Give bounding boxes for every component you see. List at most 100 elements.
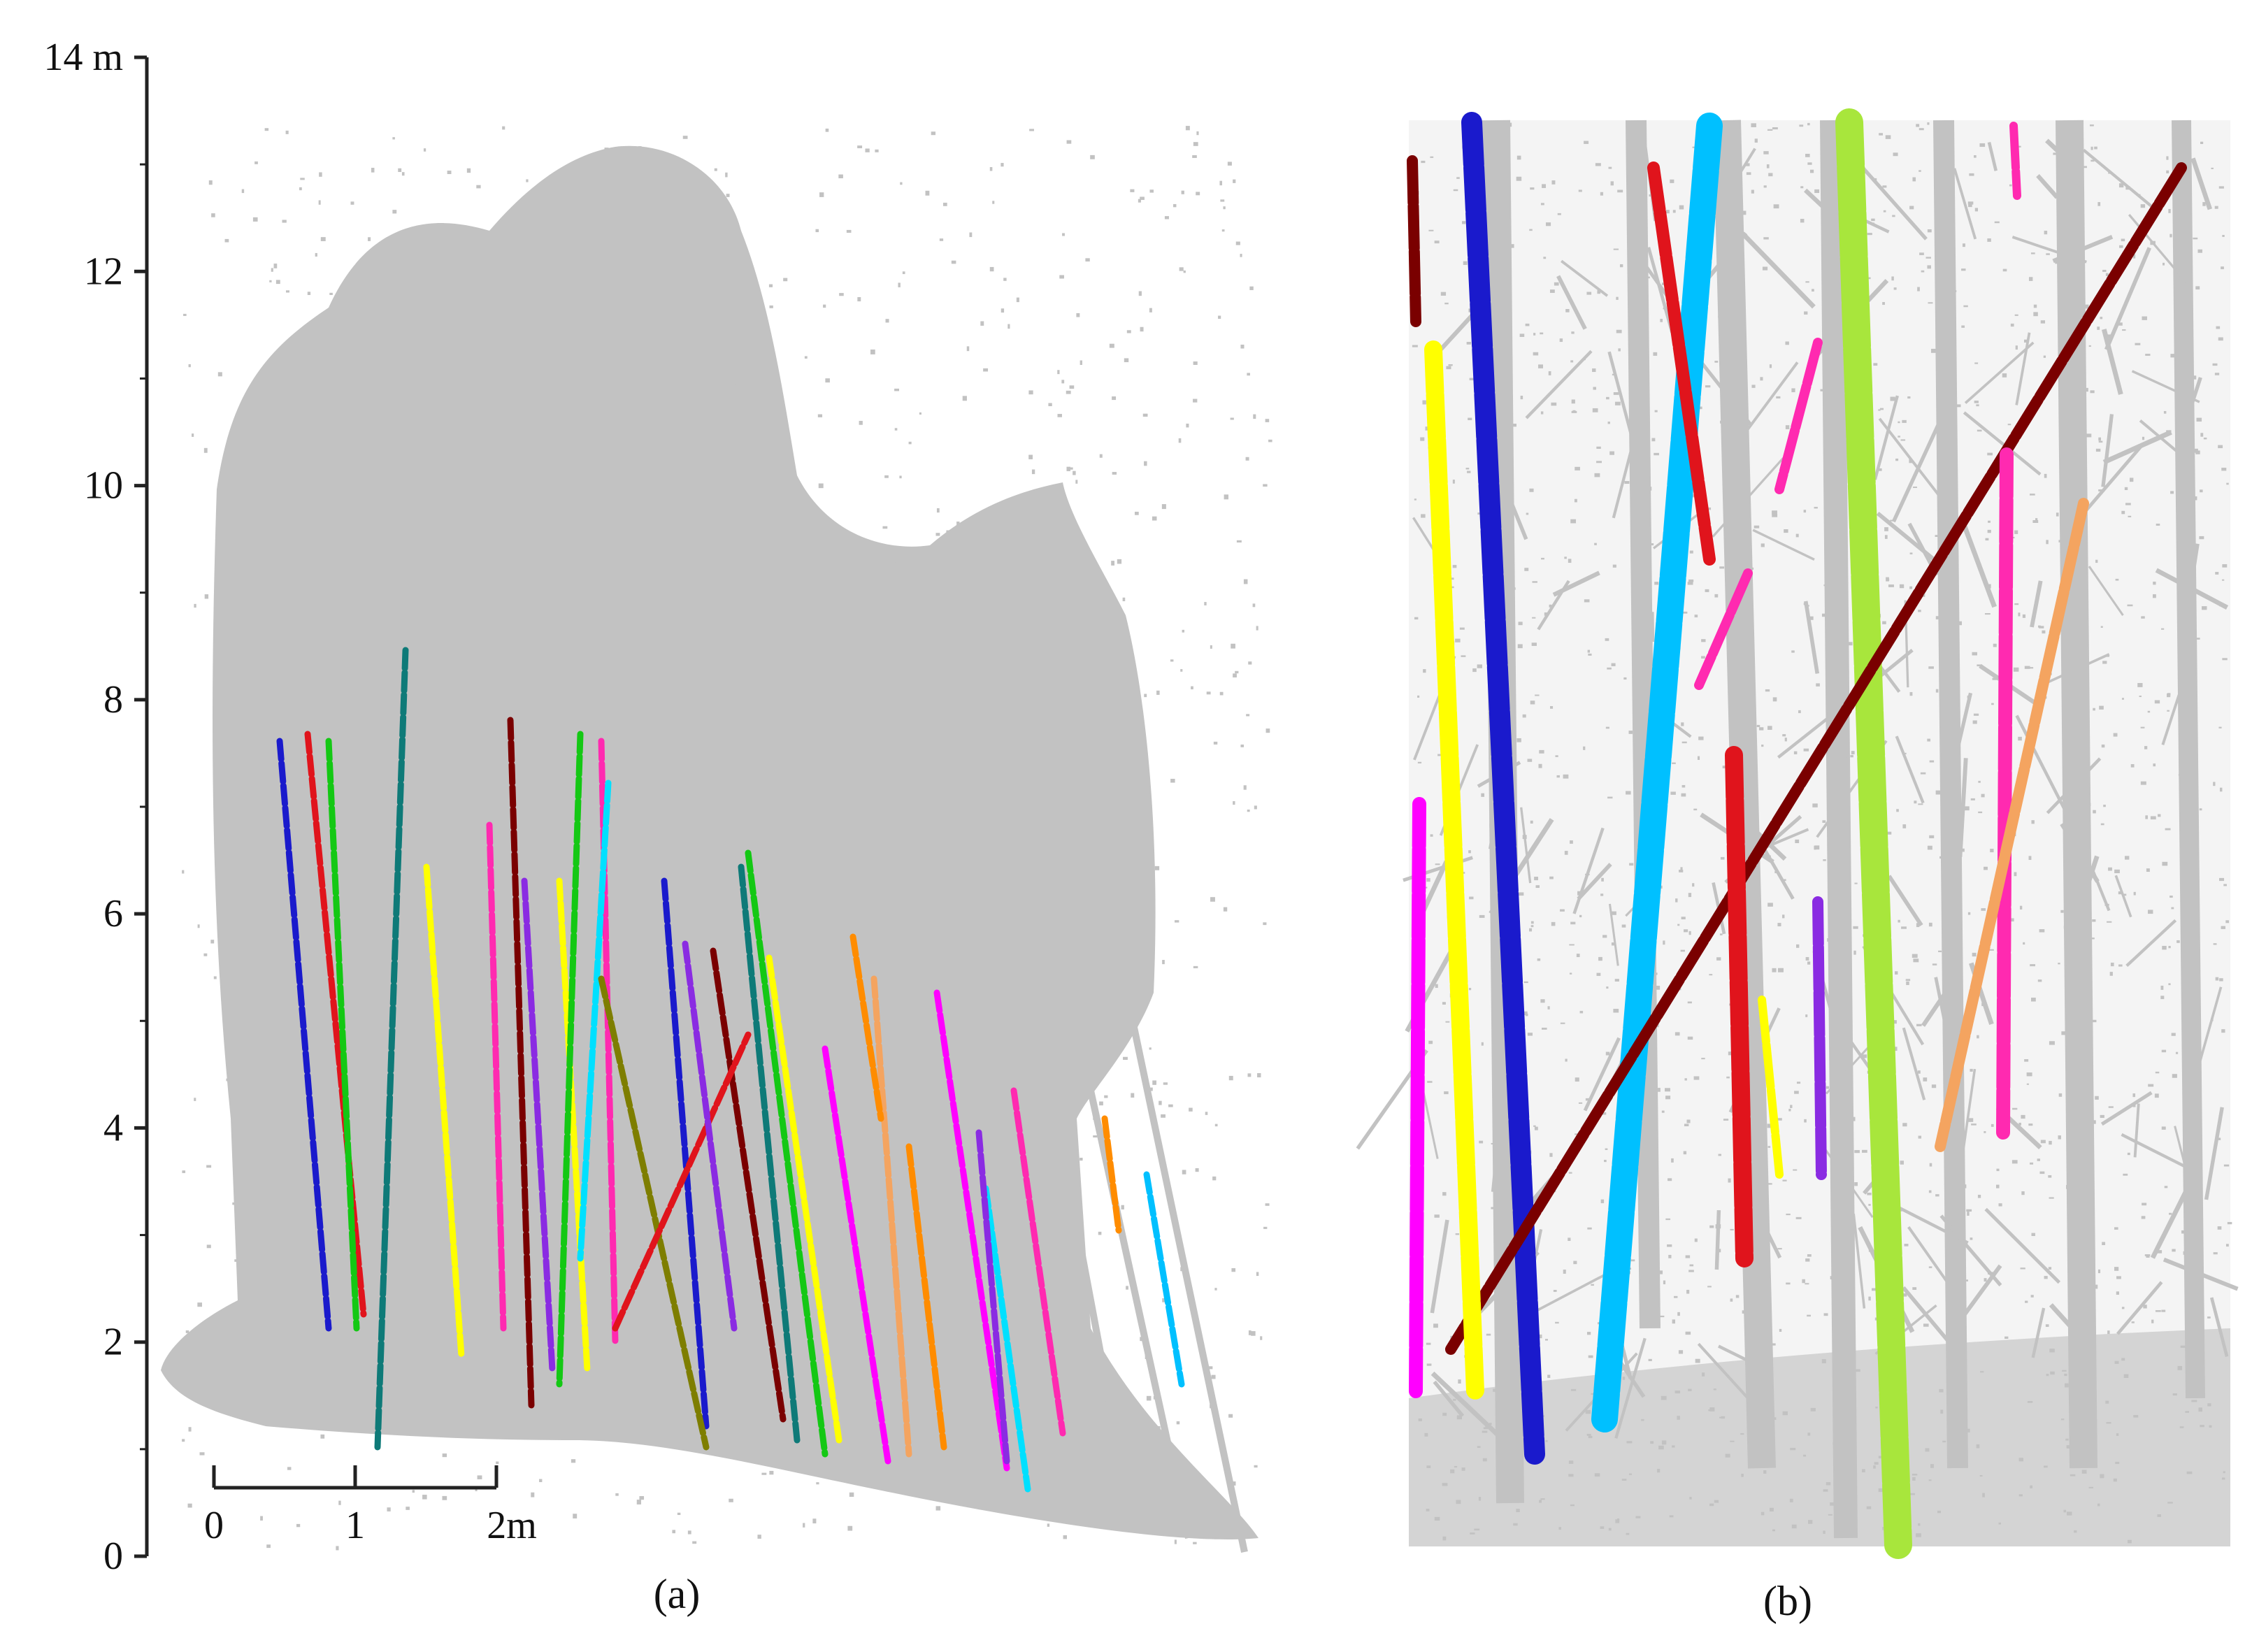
cloud-speckle — [1172, 203, 1177, 208]
cloud-speckle — [1548, 371, 1551, 375]
cloud-speckle — [1952, 554, 1956, 557]
cloud-speckle — [1702, 1372, 1705, 1377]
cloud-speckle — [713, 842, 717, 847]
cloud-speckle — [1645, 1174, 1651, 1179]
cloud-speckle — [294, 656, 296, 661]
cloud-speckle — [624, 530, 628, 534]
gray-branch — [1760, 1192, 1770, 1284]
cloud-speckle — [1674, 1391, 1681, 1394]
segmented-stem — [1725, 746, 1753, 1267]
cloud-speckle — [1111, 893, 1114, 896]
cloud-speckle — [949, 1226, 952, 1230]
cloud-speckle — [904, 1181, 909, 1186]
gray-branch — [1556, 275, 1587, 330]
cloud-speckle — [271, 1327, 274, 1330]
cloud-speckle — [1434, 1214, 1440, 1218]
cloud-speckle — [1837, 672, 1843, 676]
cloud-speckle — [1481, 793, 1485, 797]
cloud-speckle — [1689, 1497, 1692, 1500]
cloud-speckle — [1854, 1150, 1860, 1154]
cloud-speckle — [1119, 613, 1125, 617]
cloud-speckle — [2072, 574, 2079, 577]
cloud-speckle — [2218, 186, 2224, 189]
cloud-speckle — [188, 1427, 192, 1432]
cloud-speckle — [2091, 1019, 2097, 1023]
cloud-speckle — [2021, 1191, 2025, 1195]
cloud-speckle — [1456, 1500, 1461, 1504]
gray-branch — [1612, 428, 1639, 519]
cloud-speckle — [1479, 1140, 1484, 1144]
cloud-speckle — [294, 746, 299, 749]
cloud-speckle — [600, 592, 605, 596]
cloud-speckle — [402, 1088, 406, 1092]
cloud-speckle — [2143, 1305, 2147, 1309]
cloud-speckle — [1435, 863, 1440, 865]
cloud-speckle — [1918, 1135, 1922, 1139]
cloud-speckle — [1569, 944, 1575, 946]
cloud-speckle — [2010, 323, 2014, 327]
cloud-speckle — [1489, 144, 1493, 148]
cloud-speckle — [1591, 1284, 1594, 1286]
cloud-speckle — [495, 703, 500, 708]
cloud-speckle — [353, 726, 357, 728]
cloud-speckle — [378, 1051, 380, 1055]
cloud-speckle — [740, 490, 745, 496]
cloud-speckle — [2140, 204, 2146, 208]
cloud-speckle — [1555, 755, 1558, 757]
cloud-speckle — [1946, 132, 1949, 136]
cloud-speckle — [1971, 1123, 1977, 1126]
cloud-speckle — [1456, 177, 1460, 179]
cloud-speckle — [521, 591, 526, 595]
cloud-speckle — [2075, 372, 2079, 377]
cloud-speckle — [2090, 390, 2095, 394]
cloud-speckle — [2157, 1250, 2163, 1254]
cloud-speckle — [1541, 557, 1544, 560]
cloud-speckle — [969, 232, 973, 238]
gray-branch — [1492, 460, 1528, 540]
cloud-speckle — [822, 626, 825, 629]
cloud-speckle — [895, 562, 898, 565]
cloud-speckle — [900, 182, 903, 185]
cloud-speckle — [623, 1021, 626, 1025]
cloud-speckle — [759, 402, 764, 408]
cloud-speckle — [274, 562, 279, 566]
cloud-speckle — [1800, 218, 1805, 223]
cloud-speckle — [918, 1295, 923, 1298]
cloud-speckle — [1228, 1075, 1233, 1081]
cloud-speckle — [1715, 1224, 1721, 1229]
cloud-speckle — [1967, 1212, 1970, 1216]
cloud-speckle — [2042, 630, 2046, 634]
cloud-speckle — [1059, 689, 1064, 694]
cloud-speckle — [882, 526, 888, 529]
cloud-speckle — [1003, 1507, 1009, 1511]
cloud-speckle — [1107, 812, 1111, 816]
cloud-speckle — [1585, 873, 1590, 876]
cloud-speckle — [1434, 1516, 1440, 1521]
cloud-speckle — [1980, 1371, 1984, 1373]
cloud-speckle — [1759, 1454, 1762, 1457]
cloud-speckle — [1598, 956, 1602, 961]
cloud-speckle — [1626, 144, 1632, 148]
cloud-speckle — [1909, 206, 1914, 210]
cloud-speckle — [1749, 567, 1754, 570]
cloud-speckle — [2024, 1059, 2029, 1062]
cloud-speckle — [1453, 189, 1458, 192]
cloud-speckle — [226, 1078, 231, 1082]
cloud-speckle — [2177, 159, 2181, 162]
cloud-speckle — [736, 300, 740, 304]
cloud-speckle — [687, 567, 691, 570]
gray-branch — [1535, 1270, 1611, 1312]
gray-branch — [1958, 515, 1997, 608]
cloud-speckle — [1540, 203, 1544, 206]
cloud-speckle — [853, 1456, 858, 1461]
cloud-speckle — [1417, 761, 1422, 763]
cloud-speckle — [481, 1374, 485, 1379]
cloud-speckle — [2156, 524, 2160, 526]
cloud-speckle — [1066, 466, 1070, 471]
cloud-speckle — [1987, 529, 1991, 533]
cloud-speckle — [1876, 468, 1882, 471]
cloud-speckle — [387, 1507, 391, 1511]
cloud-speckle — [1228, 1414, 1233, 1418]
cloud-speckle — [2093, 708, 2095, 711]
gray-branch — [2193, 986, 2223, 1082]
